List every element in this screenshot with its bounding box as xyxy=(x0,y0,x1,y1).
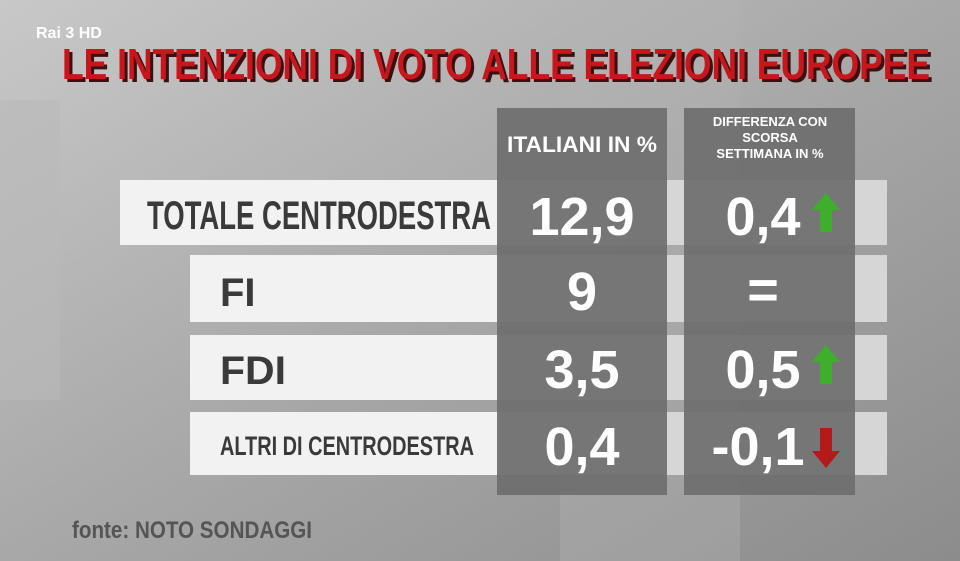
value: 12,9 xyxy=(529,187,634,247)
value: 3,5 xyxy=(544,340,619,400)
row-label-box xyxy=(190,335,497,400)
row-label: FI xyxy=(220,271,256,315)
title-shadow: LE INTENZIONI DI VOTO ALLE ELEZIONI EURO… xyxy=(65,43,933,92)
column xyxy=(497,108,667,495)
bg-shape xyxy=(0,100,60,400)
column-header-box: DIFFERENZA CON SCORSA SETTIMANA IN % xyxy=(712,114,828,161)
channel-logo: Rai 3 HD xyxy=(36,25,102,42)
difference: = xyxy=(747,260,779,320)
difference: -0,1 xyxy=(711,417,804,477)
row-label: TOTALE CENTRODESTRA xyxy=(147,194,491,238)
value: 9 xyxy=(567,262,597,322)
value: 0,4 xyxy=(544,417,619,477)
difference: 0,4 xyxy=(725,187,800,247)
title: LE INTENZIONI DI VOTO ALLE ELEZIONI EURO… xyxy=(62,40,930,89)
row-label-box xyxy=(190,412,497,475)
row-label: ALTRI DI CENTRODESTRA xyxy=(220,431,474,461)
column-header: ITALIANI IN % xyxy=(507,132,657,157)
column-header: DIFFERENZA CON SCORSA SETTIMANA IN % xyxy=(712,114,828,161)
row-label-box xyxy=(190,255,497,322)
arrow-down xyxy=(812,428,840,468)
source: fonte: NOTO SONDAGGI xyxy=(72,517,312,544)
difference: 0,5 xyxy=(725,340,800,400)
row-label-box xyxy=(120,180,497,245)
arrow-up xyxy=(812,345,840,384)
row-label: FDI xyxy=(220,349,286,393)
arrow-up xyxy=(812,193,840,232)
